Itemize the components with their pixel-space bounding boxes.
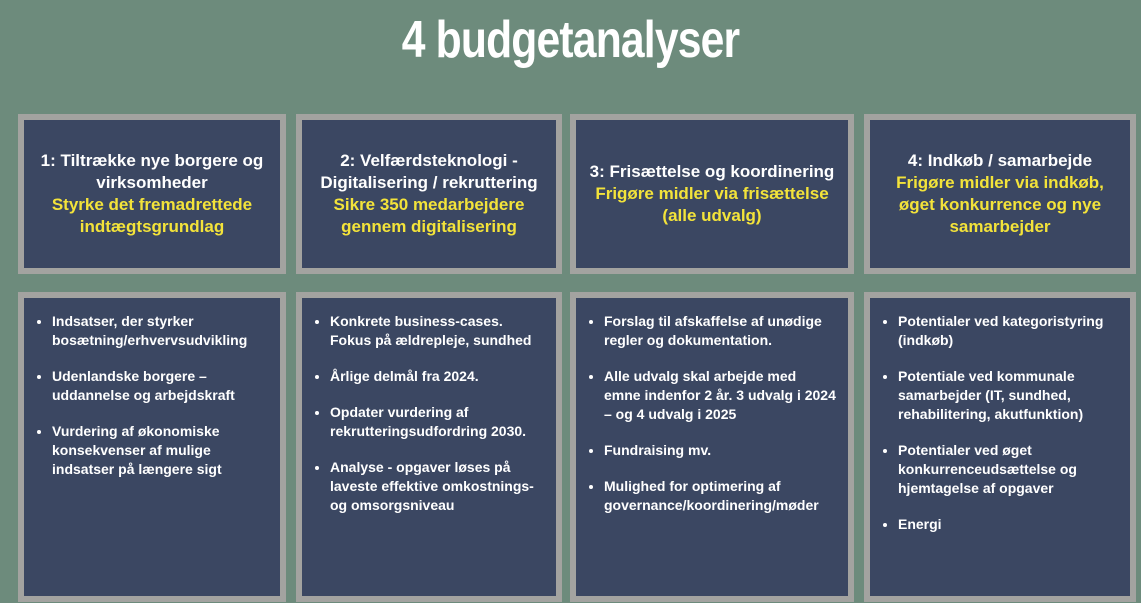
bullet-item: Forslag til afskaffelse af unødige regle… bbox=[604, 312, 836, 350]
column-heading: 4: Indkøb / samarbejde bbox=[907, 151, 1093, 170]
bullet-item: Mulighed for optimering af governance/ko… bbox=[604, 477, 836, 515]
bullet-item: Potentialer ved øget konkurrenceudsættel… bbox=[898, 441, 1118, 498]
column-header: 4: Indkøb / samarbejde Frigøre midler via… bbox=[864, 114, 1136, 274]
column-subheading: Styrke det fremadrettede indtægtsgrundla… bbox=[51, 195, 253, 236]
column-body: Konkrete business-cases. Fokus på ældrep… bbox=[296, 292, 562, 602]
bullet-list: Potentialer ved kategoristyring (indkøb)… bbox=[880, 312, 1118, 534]
column-subheading: Sikre 350 medarbejdere gennem digitalise… bbox=[333, 195, 525, 236]
bullet-item: Potentiale ved kommunale samarbejder (IT… bbox=[898, 367, 1118, 424]
bullet-item: Potentialer ved kategoristyring (indkøb) bbox=[898, 312, 1118, 350]
bullet-item: Vurdering af økonomiske konsekvenser af … bbox=[52, 422, 268, 479]
bullet-list: Konkrete business-cases. Fokus på ældrep… bbox=[312, 312, 544, 515]
bullet-item: Årlige delmål fra 2024. bbox=[330, 367, 544, 386]
bullet-item: Fundraising mv. bbox=[604, 441, 836, 460]
bullet-list: Indsatser, der styrker bosætning/erhverv… bbox=[34, 312, 268, 479]
column-header: 3: Frisættelse og koordinering Frigøre mi… bbox=[570, 114, 854, 274]
column-header: 2: Velfærdsteknologi - Digitalisering / … bbox=[296, 114, 562, 274]
bullet-list: Forslag til afskaffelse af unødige regle… bbox=[586, 312, 836, 515]
bullet-item: Indsatser, der styrker bosætning/erhverv… bbox=[52, 312, 268, 350]
bullet-item: Analyse - opgaver løses på laveste effek… bbox=[330, 458, 544, 515]
column-heading: 1: Tiltrække nye borgere og virksomheder bbox=[40, 151, 264, 192]
bullet-item: Udenlandske borgere – uddannelse og arbe… bbox=[52, 367, 268, 405]
bullet-item: Konkrete business-cases. Fokus på ældrep… bbox=[330, 312, 544, 350]
bullet-item: Energi bbox=[898, 515, 1118, 534]
bullet-item: Alle udvalg skal arbejde med emne indenf… bbox=[604, 367, 836, 424]
column-body: Forslag til afskaffelse af unødige regle… bbox=[570, 292, 854, 602]
column-body: Indsatser, der styrker bosætning/erhverv… bbox=[18, 292, 286, 602]
column-subheading: Frigøre midler via indkøb, øget konkurre… bbox=[896, 173, 1104, 236]
slide-title: 4 budgetanalyser bbox=[401, 11, 740, 69]
bullet-item: Opdater vurdering af rekrutteringsudford… bbox=[330, 403, 544, 441]
column-subheading: Frigøre midler via frisættelse (alle udv… bbox=[595, 184, 829, 225]
column-heading: 2: Velfærdsteknologi - Digitalisering / … bbox=[320, 151, 538, 192]
column-heading: 3: Frisættelse og koordinering bbox=[589, 162, 835, 181]
column-body: Potentialer ved kategoristyring (indkøb)… bbox=[864, 292, 1136, 602]
column-header: 1: Tiltrække nye borgere og virksomheder… bbox=[18, 114, 286, 274]
